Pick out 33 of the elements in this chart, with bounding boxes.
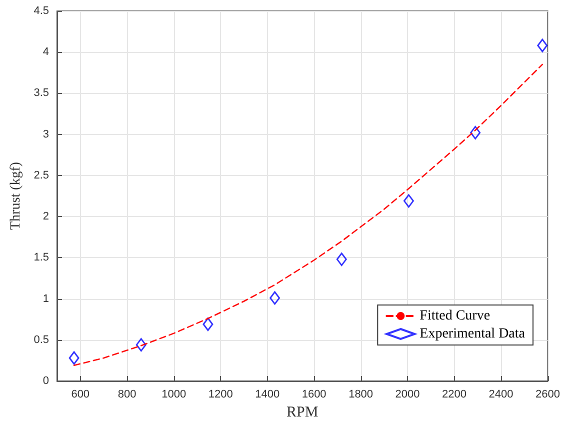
point <box>537 38 548 52</box>
x-tick-label: 600 <box>71 388 90 400</box>
y-axis-title: Thrust (kgf) <box>8 162 24 230</box>
y-tick-label: 0 <box>42 375 49 387</box>
legend-label: Experimental Data <box>420 326 526 342</box>
x-tick-label: 2000 <box>395 388 420 400</box>
y-tick-label: 4.5 <box>34 5 49 17</box>
y-tick-label: 3.5 <box>34 87 49 100</box>
y-tick-label: 2 <box>42 210 49 223</box>
point <box>202 318 214 332</box>
point <box>270 291 280 305</box>
x-tick-label: 1000 <box>162 388 186 400</box>
x-axis-title: RPM <box>286 404 318 420</box>
legend-label: Fitted Curve <box>420 308 490 324</box>
y-tick-label: 2.5 <box>34 169 49 182</box>
x-tick-label: 2400 <box>488 388 514 400</box>
y-tick-label: 1.5 <box>34 252 49 264</box>
x-tick-label: 1600 <box>302 388 326 400</box>
point <box>136 338 146 352</box>
y-tick-label: 4 <box>42 46 49 58</box>
y-tick-label: 1 <box>42 292 49 305</box>
x-tick-label: 800 <box>118 388 136 400</box>
x-tick-label: 1800 <box>348 388 374 400</box>
point <box>68 351 80 365</box>
point <box>336 252 347 266</box>
y-tick-label: 0.5 <box>34 334 49 346</box>
y-tick-label: 3 <box>42 128 49 140</box>
x-tick-label: 2200 <box>442 388 467 400</box>
x-tick-label: 1200 <box>208 388 233 400</box>
point <box>470 126 481 140</box>
x-tick-label: 1400 <box>255 388 280 400</box>
x-tick-label: 2600 <box>536 388 560 400</box>
point <box>403 194 414 208</box>
